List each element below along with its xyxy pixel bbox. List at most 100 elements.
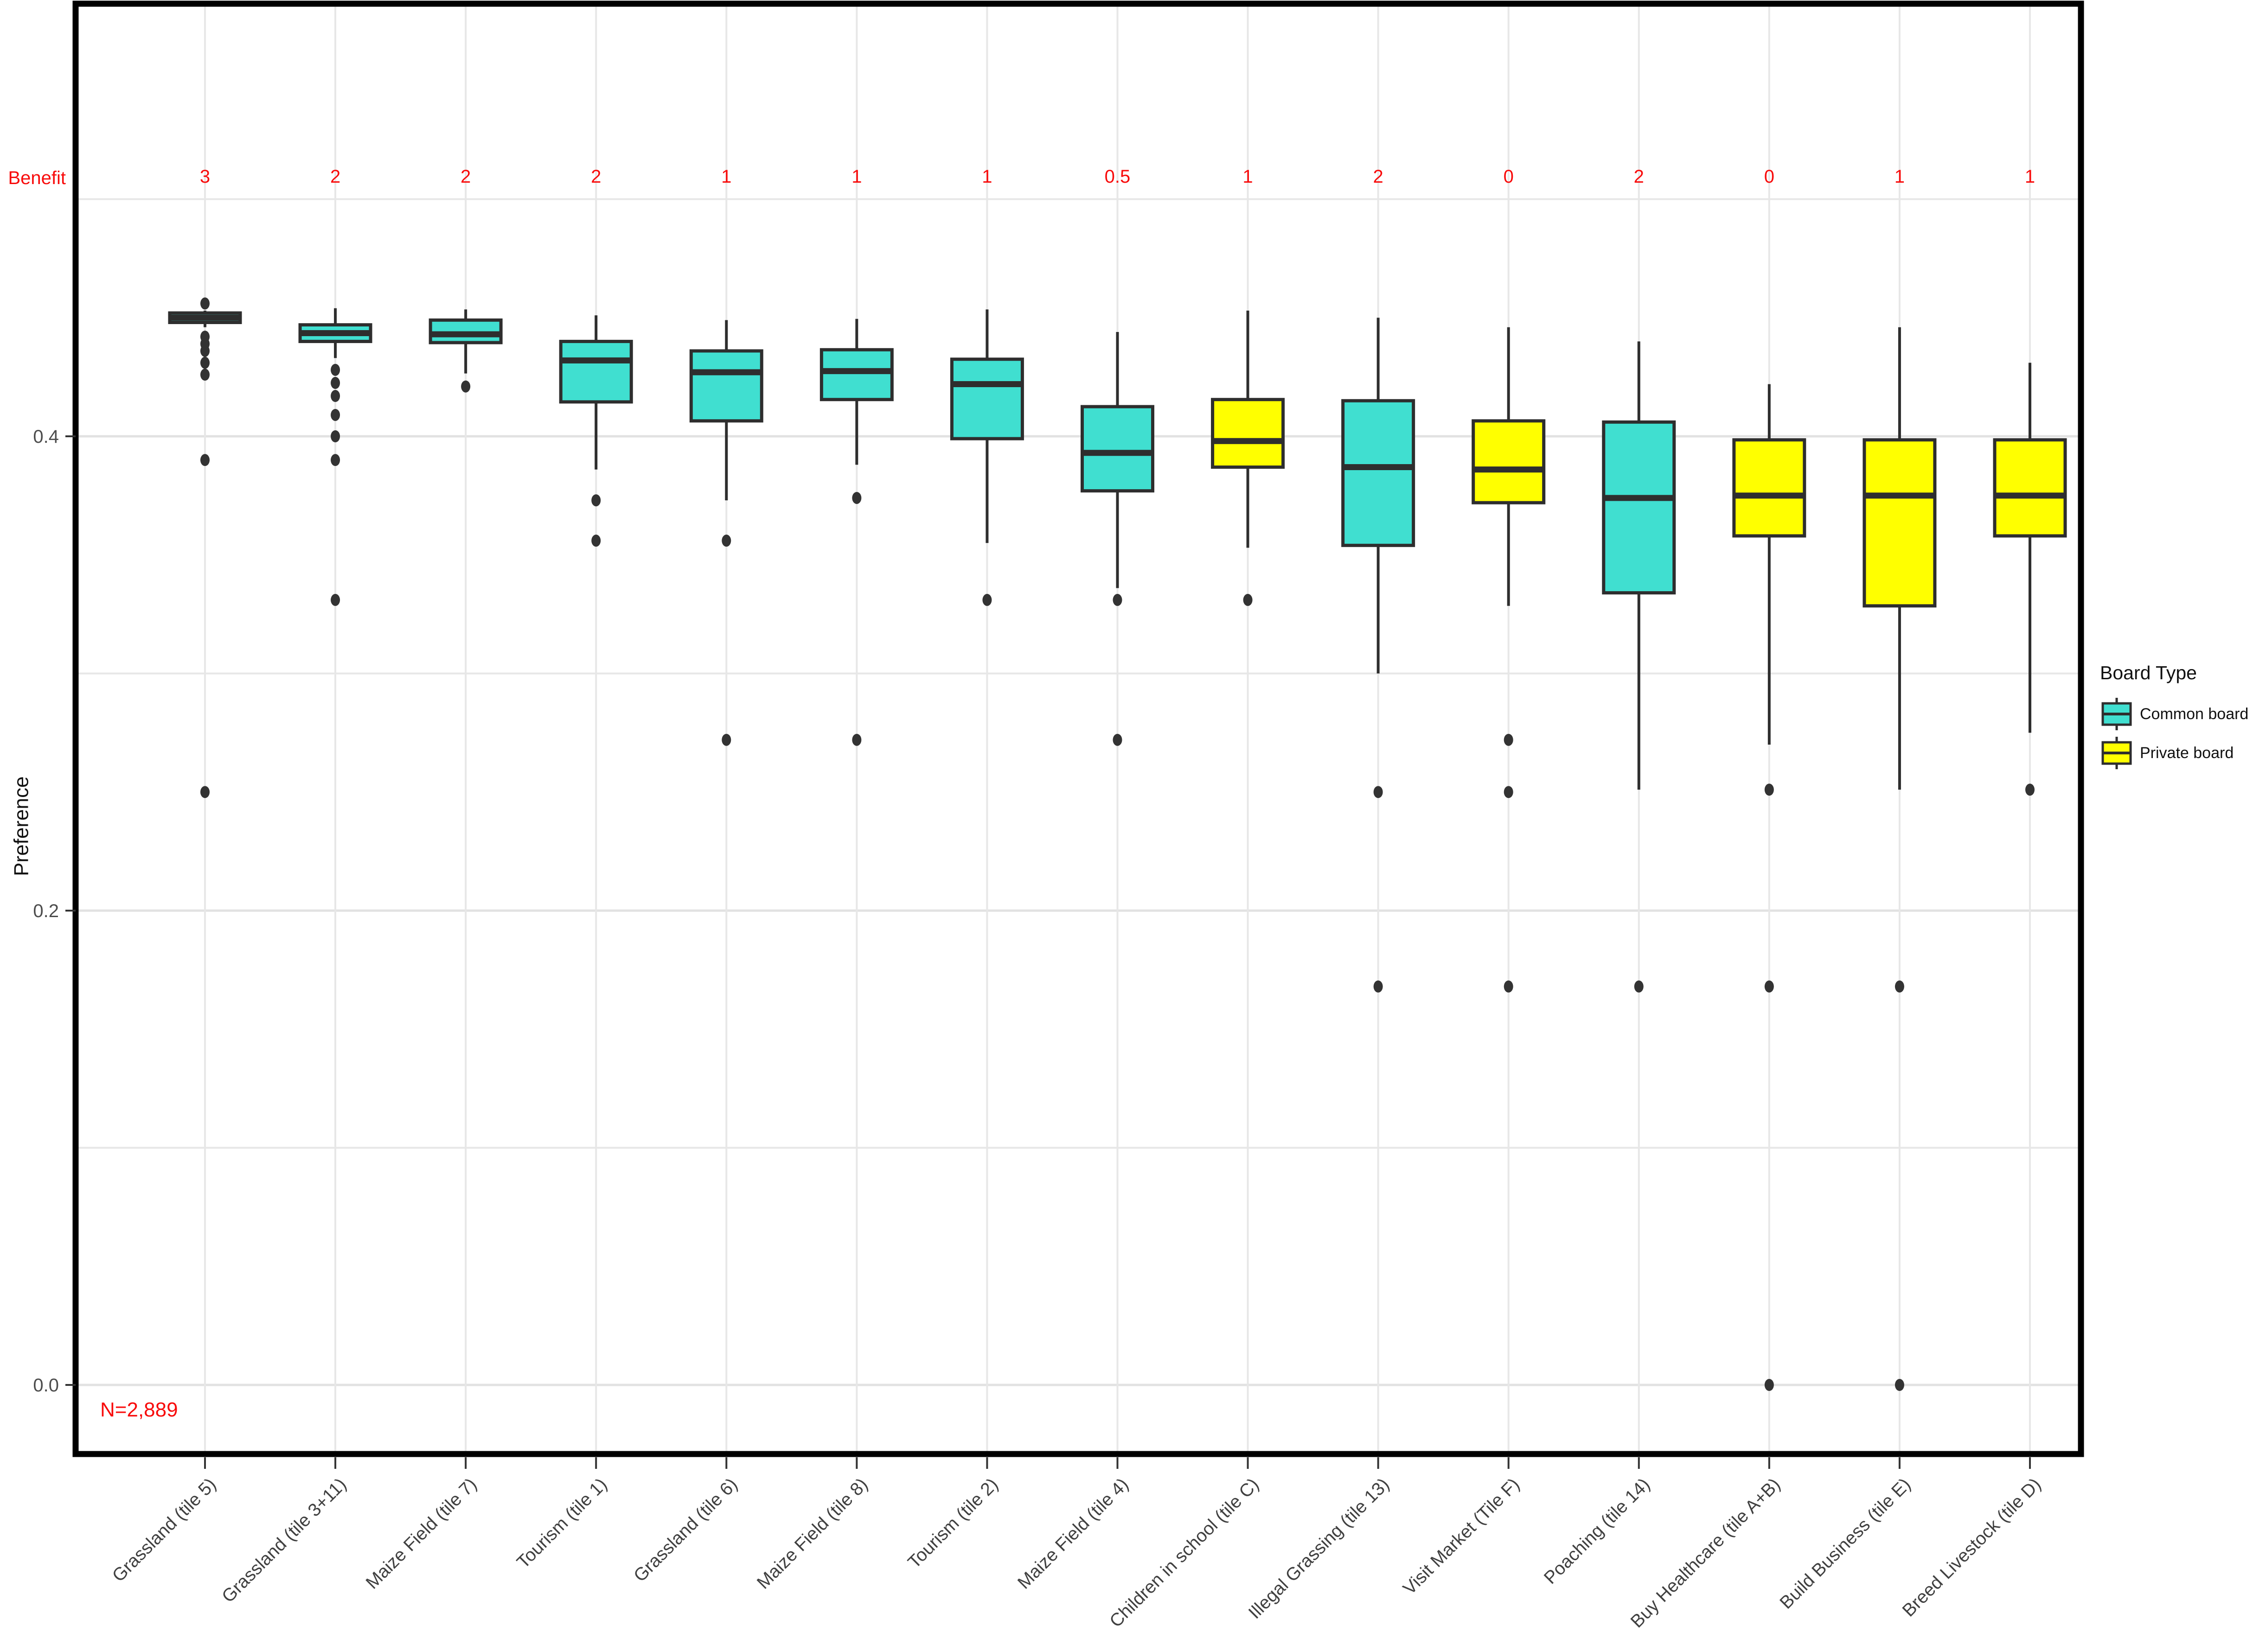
legend-label-private-board: Private board bbox=[2140, 744, 2234, 762]
iqr-box bbox=[819, 348, 894, 402]
boxplot-4 bbox=[559, 315, 633, 547]
outlier-point bbox=[331, 430, 340, 442]
benefit-value: 1 bbox=[721, 166, 731, 187]
iqr-box bbox=[1732, 438, 1806, 538]
benefit-value: 1 bbox=[2025, 166, 2035, 187]
x-axis-label: Maize Field (tile 4) bbox=[1014, 1474, 1133, 1593]
outlier-point bbox=[1113, 734, 1122, 746]
outlier-point bbox=[1504, 980, 1513, 993]
outlier-point bbox=[1373, 786, 1383, 798]
x-axis-label: Children in school (tile C) bbox=[1106, 1474, 1262, 1631]
benefit-value: 3 bbox=[200, 166, 210, 187]
benefit-value: 0 bbox=[1764, 166, 1774, 187]
boxplot-1 bbox=[168, 297, 242, 798]
outlier-point bbox=[1113, 593, 1122, 606]
outlier-point bbox=[200, 357, 210, 369]
benefit-value: 0.5 bbox=[1105, 166, 1131, 187]
boxplot-key-icon bbox=[2101, 737, 2132, 769]
benefit-value: 2 bbox=[591, 166, 601, 187]
outlier-point bbox=[982, 593, 992, 606]
boxplot-14 bbox=[1863, 327, 1937, 1391]
sample-size-annotation: N=2,889 bbox=[100, 1398, 178, 1421]
outlier-point bbox=[461, 380, 471, 393]
boxplot-6 bbox=[819, 319, 894, 746]
benefit-value: 1 bbox=[851, 166, 862, 187]
x-axis-label: Breed Livestock (tile D) bbox=[1899, 1474, 2045, 1620]
x-axis-label: Poaching (tile 14) bbox=[1540, 1474, 1654, 1588]
x-axis-label: Buy Healthcare (tile A+B) bbox=[1627, 1474, 1784, 1632]
legend: Board Type Common board Private board bbox=[2100, 662, 2266, 775]
outlier-point bbox=[1764, 1379, 1774, 1391]
boxplot-13 bbox=[1732, 384, 1806, 1391]
iqr-box bbox=[1080, 405, 1154, 493]
outlier-point bbox=[200, 454, 210, 466]
outlier-point bbox=[722, 535, 731, 547]
benefit-value: 1 bbox=[1242, 166, 1253, 187]
benefit-row-label: Benefit bbox=[8, 168, 66, 188]
outlier-point bbox=[200, 344, 210, 357]
boxplot-2 bbox=[298, 308, 372, 606]
benefit-value: 2 bbox=[1634, 166, 1644, 187]
iqr-box bbox=[1602, 420, 1676, 595]
boxplot-5 bbox=[689, 320, 763, 746]
outlier-point bbox=[331, 390, 340, 402]
x-axis-label: Maize Field (tile 8) bbox=[753, 1474, 872, 1593]
outlier-point bbox=[200, 297, 210, 310]
iqr-box bbox=[950, 357, 1024, 440]
benefit-value: 1 bbox=[982, 166, 992, 187]
benefit-value: 0 bbox=[1504, 166, 1514, 187]
iqr-box bbox=[1211, 398, 1285, 469]
legend-item-private-board: Private board bbox=[2100, 736, 2266, 770]
boxplot-8 bbox=[1080, 332, 1154, 746]
y-tick-label: 0.2 bbox=[33, 901, 59, 921]
iqr-box bbox=[1341, 399, 1415, 547]
boxplot-3 bbox=[429, 309, 503, 393]
x-axis-label: Visit Market (Tile F) bbox=[1399, 1474, 1523, 1599]
outlier-point bbox=[1243, 593, 1253, 606]
outlier-point bbox=[331, 593, 340, 606]
benefit-value: 1 bbox=[1895, 166, 1905, 187]
outlier-point bbox=[331, 454, 340, 466]
y-tick-label: 0.4 bbox=[33, 427, 59, 447]
boxplot-15 bbox=[1993, 363, 2067, 796]
benefit-value: 2 bbox=[461, 166, 471, 187]
outlier-point bbox=[852, 491, 862, 504]
outlier-point bbox=[331, 364, 340, 376]
benefit-value: 2 bbox=[1373, 166, 1383, 187]
outlier-point bbox=[1895, 1379, 1904, 1391]
outlier-point bbox=[1634, 980, 1644, 993]
legend-label-common-board: Common board bbox=[2140, 705, 2249, 723]
x-axis-label: Grassland (tile 5) bbox=[109, 1474, 220, 1586]
x-axis-label: Tourism (tile 2) bbox=[904, 1474, 1002, 1572]
x-axis-label: Illegal Grassing (tile 13) bbox=[1245, 1474, 1393, 1623]
outlier-point bbox=[1504, 786, 1513, 798]
outlier-point bbox=[591, 535, 601, 547]
y-axis-title-text: Preference bbox=[10, 776, 33, 876]
outlier-point bbox=[1764, 784, 1774, 796]
outlier-point bbox=[1504, 734, 1513, 746]
y-axis-title: Preference bbox=[6, 0, 38, 1652]
legend-item-common-board: Common board bbox=[2100, 697, 2266, 731]
iqr-box bbox=[1472, 419, 1546, 504]
x-axis-label: Tourism (tile 1) bbox=[513, 1474, 611, 1572]
outlier-point bbox=[200, 369, 210, 381]
outlier-point bbox=[200, 786, 210, 798]
legend-title: Board Type bbox=[2100, 662, 2197, 683]
boxplot-9 bbox=[1211, 310, 1285, 606]
outlier-point bbox=[1373, 980, 1383, 993]
x-axis-label: Build Business (tile E) bbox=[1776, 1474, 1915, 1613]
iqr-box bbox=[1993, 438, 2067, 538]
boxplot-12 bbox=[1602, 341, 1676, 993]
outlier-point bbox=[331, 408, 340, 421]
boxplot-7 bbox=[950, 309, 1024, 606]
y-tick-label: 0.0 bbox=[33, 1375, 59, 1396]
boxplot-key-icon bbox=[2101, 698, 2132, 730]
iqr-box bbox=[559, 339, 633, 404]
x-axis-label: Grassland (tile 6) bbox=[630, 1474, 741, 1586]
boxplot-11 bbox=[1472, 327, 1546, 993]
iqr-box bbox=[1863, 438, 1937, 608]
x-axis-label: Maize Field (tile 7) bbox=[362, 1474, 481, 1593]
boxplot-10 bbox=[1341, 318, 1415, 993]
